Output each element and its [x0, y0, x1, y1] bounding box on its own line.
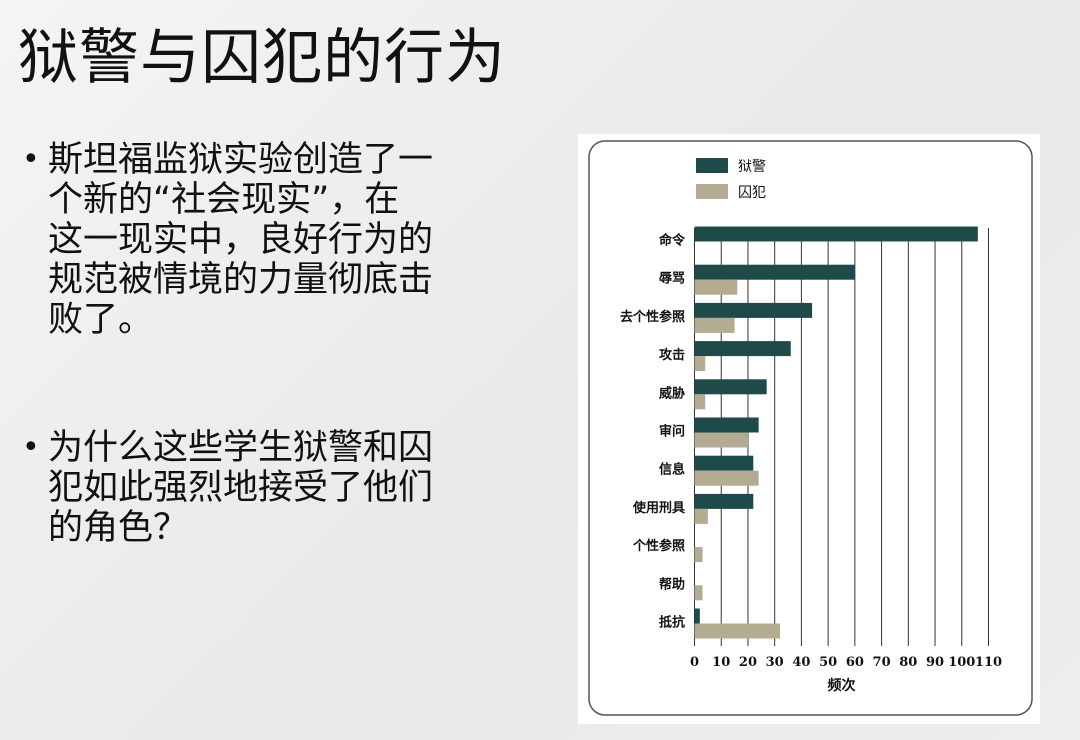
x-tick-label: 110 — [975, 655, 1002, 670]
x-tick-label: 50 — [819, 655, 837, 670]
category-label: 威胁 — [659, 385, 685, 401]
bullet-dot-icon: • — [22, 142, 40, 177]
bar-guards — [694, 455, 754, 471]
category-label: 攻击 — [659, 347, 685, 363]
legend-label: 狱警 — [738, 159, 766, 175]
x-tick-label: 60 — [846, 655, 864, 670]
bullet-line: 这一现实中，良好行为的 — [48, 220, 434, 260]
category-label: 个性参照 — [632, 538, 685, 554]
bullet-line: 个新的“社会现实”，在 — [48, 180, 400, 220]
x-tick-label: 20 — [739, 655, 757, 670]
bar-prisoners — [694, 356, 706, 372]
bullet-line: 斯坦福监狱实验创造了一 — [48, 140, 434, 180]
bullet-list: • 斯坦福监狱实验创造了一 个新的“社会现实”，在 这一现实中，良好行为的 规范… — [18, 140, 538, 548]
bar-chart: 0 10 20 30 40 50 60 70 80 90 100 110 频次 命令辱骂去个性参照攻击威胁… — [588, 140, 1033, 716]
bar-guards — [694, 226, 978, 242]
x-tick-label: 0 — [690, 655, 699, 670]
legend-label: 囚犯 — [738, 185, 766, 201]
bullet-line: 败了。 — [48, 300, 154, 340]
bar-prisoners — [694, 279, 738, 295]
x-tick-label: 100 — [948, 655, 975, 670]
category-label: 审问 — [659, 424, 685, 440]
x-tick-label: 30 — [766, 655, 784, 670]
x-tick-label: 80 — [899, 655, 917, 670]
slide-title: 狱警与囚犯的行为 — [18, 23, 506, 93]
bar-guards — [694, 493, 754, 509]
x-axis-label: 频次 — [828, 677, 856, 694]
bullet-item: • 为什么这些学生狱警和囚 犯如此强烈地接受了他们 的角色？ — [18, 428, 538, 548]
bar-guards — [694, 302, 813, 318]
bar-prisoners — [694, 547, 703, 563]
bullet-line: 规范被情境的力量彻底击 — [48, 260, 434, 300]
category-label: 辱骂 — [659, 272, 685, 287]
bar-guards — [694, 417, 759, 433]
chart-panel: 0 10 20 30 40 50 60 70 80 90 100 110 频次 命令辱骂去个性参照攻击威胁… — [578, 134, 1040, 724]
bullet-item: • 斯坦福监狱实验创造了一 个新的“社会现实”，在 这一现实中，良好行为的 规范… — [18, 140, 538, 340]
bullet-line: 犯如此强烈地接受了他们 — [48, 468, 434, 508]
x-tick-label: 10 — [712, 655, 730, 670]
bar-guards — [694, 341, 791, 357]
category-label: 帮助 — [659, 576, 685, 592]
bullet-line: 为什么这些学生狱警和囚 — [48, 428, 434, 468]
bar-guards — [694, 379, 767, 395]
bullet-dot-icon: • — [22, 430, 40, 465]
category-label: 信息 — [659, 462, 685, 478]
bar-prisoners — [694, 623, 781, 639]
bar-guards — [694, 608, 700, 624]
category-label: 命令 — [658, 233, 686, 249]
x-tick-label: 40 — [792, 655, 810, 670]
bar-prisoners — [694, 470, 759, 486]
bar-prisoners — [694, 317, 735, 333]
bar-guards — [694, 264, 855, 280]
category-label: 使用刑具 — [632, 500, 685, 516]
legend-swatch — [696, 184, 728, 199]
bar-prisoners — [694, 585, 703, 601]
legend-swatch — [696, 158, 728, 173]
x-tick-label: 90 — [926, 655, 944, 670]
x-tick-label: 70 — [873, 655, 891, 670]
category-label: 抵抗 — [659, 615, 685, 631]
bar-prisoners — [694, 508, 708, 524]
bar-prisoners — [694, 394, 706, 410]
bar-prisoners — [694, 432, 748, 448]
category-label: 去个性参照 — [620, 309, 685, 325]
bullet-line: 的角色？ — [48, 508, 189, 548]
